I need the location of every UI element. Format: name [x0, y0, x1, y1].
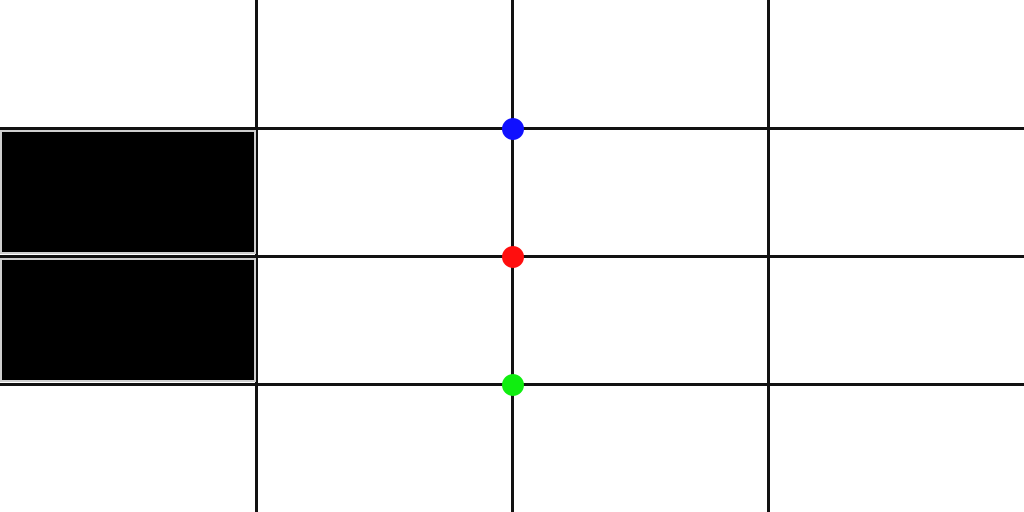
blue-marker[interactable] — [502, 118, 524, 140]
filled-cell — [0, 258, 256, 382]
green-marker[interactable] — [502, 374, 524, 396]
red-marker[interactable] — [502, 246, 524, 268]
filled-cell — [0, 130, 256, 254]
